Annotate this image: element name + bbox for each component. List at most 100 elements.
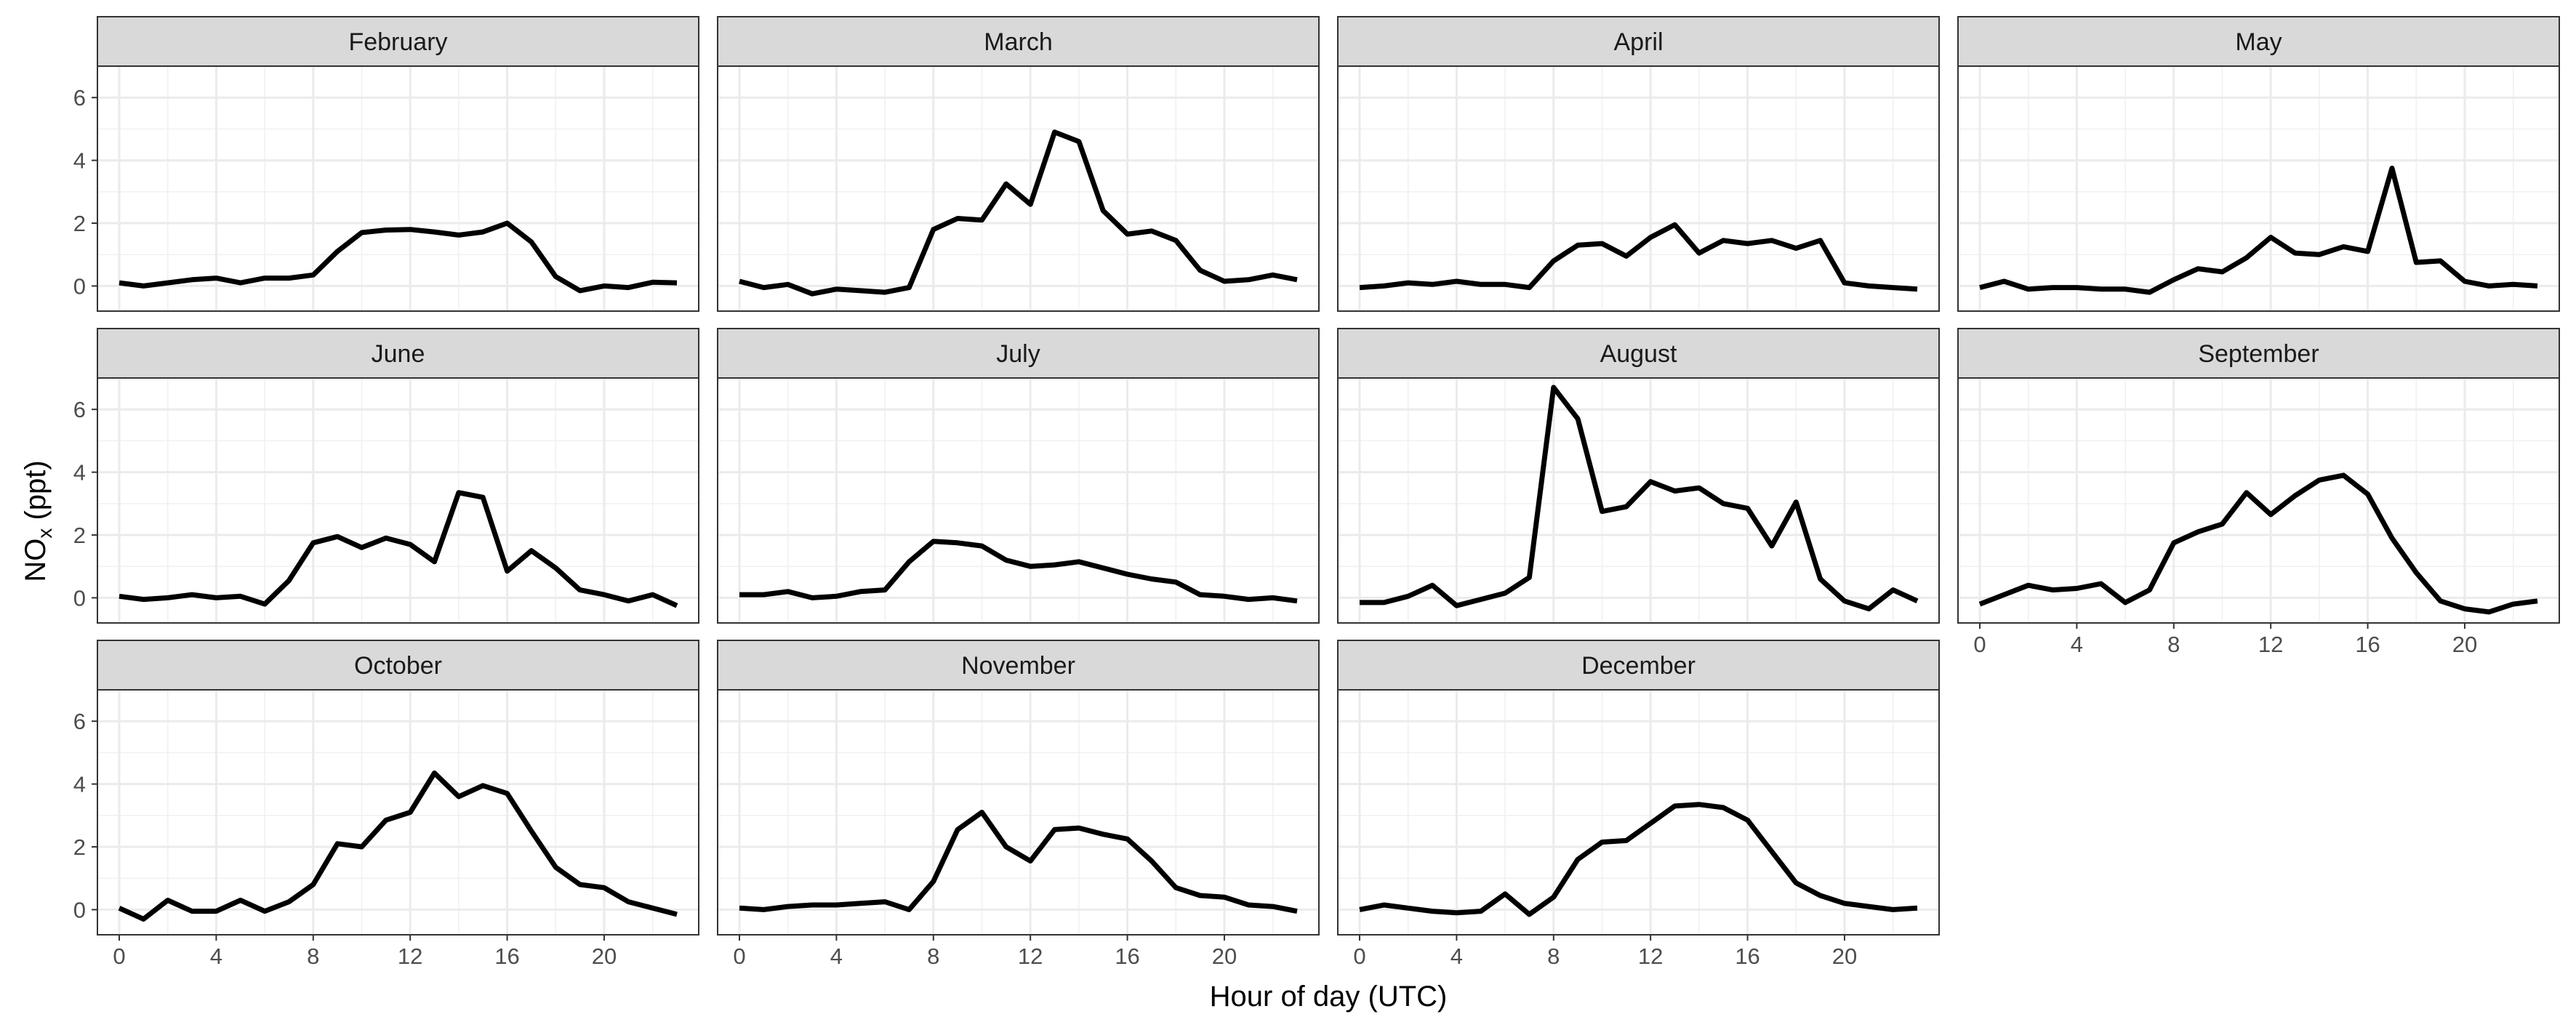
x-tick-label: 20 — [1832, 944, 1857, 969]
x-tick-label: 12 — [1638, 944, 1663, 969]
strip-label-july: July — [996, 340, 1040, 368]
panel-november: November 0 4 8 12 16 20 — [717, 640, 1320, 969]
panel-bg-march — [718, 66, 1319, 311]
series-line-february — [119, 220, 678, 294]
panel-bg-november — [718, 690, 1319, 935]
x-tick-label: 16 — [1115, 944, 1139, 969]
strip-may — [1957, 16, 2560, 67]
series-line-may — [1979, 165, 2538, 295]
x-tick-label: 4 — [210, 944, 222, 969]
y-tick-label: 4 — [73, 772, 86, 797]
panel-bg-december — [1338, 690, 1939, 935]
series-line-september — [1978, 472, 2538, 615]
strip-label-february: February — [348, 28, 447, 56]
y-tick-label: 2 — [73, 834, 86, 860]
strip-label-november: November — [961, 652, 1075, 680]
panel-december: December 0 4 8 12 16 20 — [1337, 640, 1940, 969]
series-line-august — [1360, 385, 1919, 612]
series-line-july — [739, 539, 1298, 604]
panel-border-october — [97, 689, 699, 936]
y-tick-label: 0 — [73, 897, 86, 922]
strip-december — [1337, 640, 1940, 691]
y-tick-label: 6 — [73, 709, 86, 734]
strip-label-march: March — [984, 28, 1052, 56]
series-line-october — [118, 771, 678, 922]
strip-february — [97, 16, 699, 67]
y-tick-label: 0 — [73, 585, 86, 611]
panel-border-november — [717, 689, 1320, 936]
strip-label-september: September — [2198, 340, 2319, 368]
strip-label-october: October — [354, 652, 442, 680]
series-line-april — [1359, 222, 1918, 292]
x-tick-label: 0 — [113, 944, 125, 969]
x-tick-label: 4 — [2071, 632, 2083, 657]
y-tick-label: 4 — [73, 460, 86, 486]
panel-april: April — [1337, 16, 1940, 312]
x-tick-label: 20 — [1212, 944, 1237, 969]
strip-label-december: December — [1581, 652, 1696, 680]
y-tick-label: 6 — [73, 85, 86, 110]
panel-september: September 0 4 8 12 16 20 — [1957, 328, 2560, 657]
x-tick-label: 8 — [1547, 944, 1560, 969]
x-tick-label: 12 — [1018, 944, 1043, 969]
strip-label-june: June — [372, 340, 425, 368]
strip-september — [1957, 328, 2560, 379]
y-axis-title-unit: (ppt) — [20, 460, 52, 528]
panel-border-december — [1337, 689, 1940, 936]
x-tick-label: 8 — [927, 944, 939, 969]
y-tick-label: 4 — [73, 148, 86, 174]
x-tick-label: 20 — [2452, 632, 2477, 657]
panel-october: October 0 2 4 6 0 4 8 12 16 20 — [73, 640, 699, 969]
x-tick-label: 4 — [1450, 944, 1463, 969]
y-tick-label: 2 — [73, 523, 86, 548]
x-tick-label: 16 — [2355, 632, 2380, 657]
y-tick-label: 2 — [73, 211, 86, 236]
panel-border-august — [1337, 377, 1940, 624]
x-tick-label: 12 — [2258, 632, 2283, 657]
x-tick-label: 0 — [1973, 632, 1986, 657]
panel-may: May — [1957, 16, 2560, 312]
panel-border-september — [1957, 377, 2560, 624]
x-tick-label: 0 — [1353, 944, 1365, 969]
panel-border-may — [1957, 65, 2560, 312]
y-tick-label: 6 — [73, 397, 86, 422]
strip-label-august: August — [1600, 340, 1677, 368]
panel-bg-february — [97, 66, 699, 311]
panel-border-april — [1337, 65, 1940, 312]
panel-bg-august — [1338, 378, 1939, 623]
strip-march — [717, 16, 1320, 67]
panel-february: February 0 2 4 6 — [73, 16, 699, 312]
series-line-december — [1359, 802, 1918, 917]
series-line-june — [119, 490, 678, 608]
panel-bg-october — [97, 690, 699, 935]
x-tick-label: 4 — [830, 944, 843, 969]
strip-august — [1337, 328, 1940, 379]
x-tick-label: 0 — [733, 944, 745, 969]
series-line-march — [739, 129, 1298, 297]
strip-october — [97, 640, 699, 691]
y-axis-title-main: NO — [20, 539, 52, 582]
x-tick-label: 8 — [307, 944, 319, 969]
y-axis-title: NOx (ppt) — [20, 460, 56, 582]
panel-bg-july — [718, 378, 1319, 623]
y-axis-title-subscript: x — [33, 528, 56, 539]
panel-border-february — [97, 65, 699, 312]
strip-november — [717, 640, 1320, 691]
panel-border-march — [717, 65, 1320, 312]
panel-july: July — [717, 328, 1320, 624]
panel-bg-may — [1958, 66, 2559, 311]
strip-april — [1337, 16, 1940, 67]
strip-label-may: May — [2235, 28, 2282, 56]
x-tick-label: 8 — [2167, 632, 2180, 657]
panel-august: August — [1337, 328, 1940, 624]
x-tick-label: 12 — [398, 944, 422, 969]
panel-march: March — [717, 16, 1320, 312]
y-tick-label: 0 — [73, 273, 86, 299]
panel-bg-june — [97, 378, 699, 623]
panel-bg-april — [1338, 66, 1939, 311]
series-line-november — [739, 810, 1298, 914]
x-tick-label: 20 — [592, 944, 617, 969]
strip-label-april: April — [1613, 28, 1663, 56]
panel-june: June 0 2 4 6 — [73, 328, 699, 624]
